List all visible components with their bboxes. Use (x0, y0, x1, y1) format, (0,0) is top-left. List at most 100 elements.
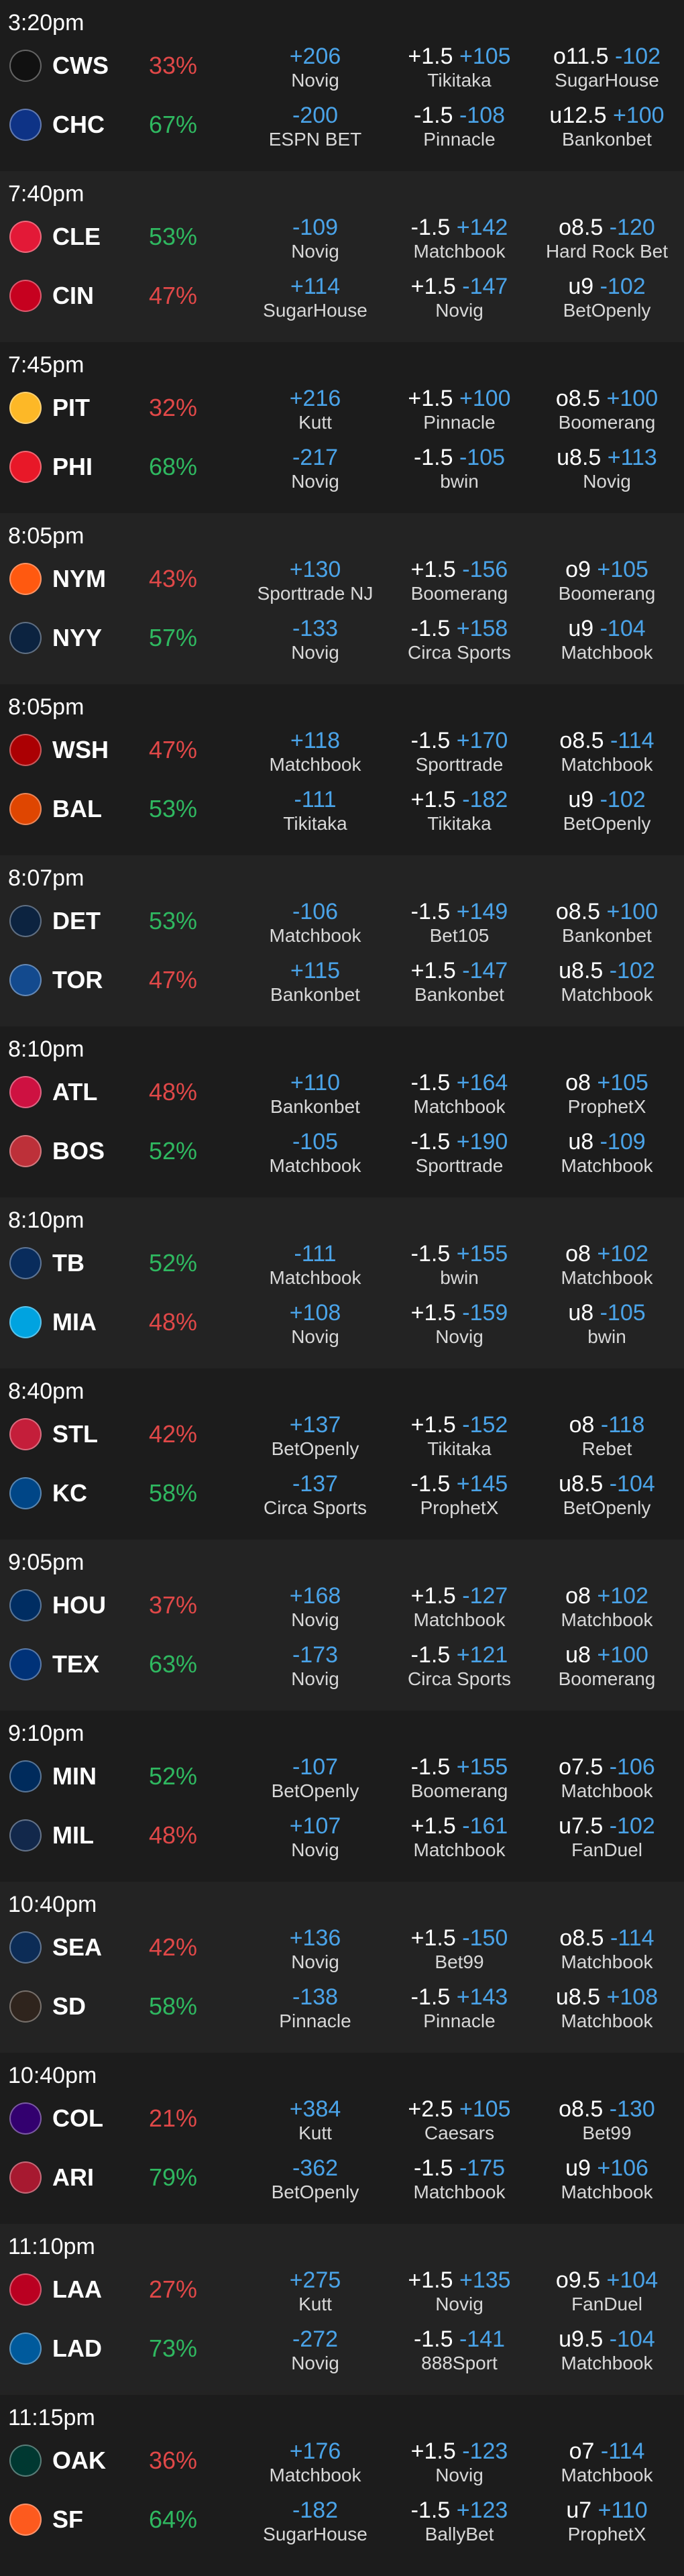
moneyline-cell[interactable]: +176 Matchbook (248, 2438, 382, 2486)
total-cell[interactable]: u9 +106 Matchbook (536, 2155, 677, 2203)
total-cell[interactable]: o7 -114 Matchbook (536, 2438, 677, 2486)
runline-cell[interactable]: +1.5 +100 Pinnacle (389, 385, 530, 433)
moneyline-cell[interactable]: +206 Novig (248, 43, 382, 91)
away-team-row[interactable]: STL 42% +137 BetOpenly +1.5 -152 Tikitak… (0, 1405, 684, 1464)
runline-cell[interactable]: +1.5 -152 Tikitaka (389, 1411, 530, 1460)
away-team-row[interactable]: DET 53% -106 Matchbook -1.5 +149 Bet105 … (0, 892, 684, 951)
home-team-row[interactable]: TEX 63% -173 Novig -1.5 +121 Circa Sport… (0, 1635, 684, 1694)
moneyline-cell[interactable]: +130 Sporttrade NJ (248, 556, 382, 604)
moneyline-cell[interactable]: +110 Bankonbet (248, 1069, 382, 1118)
home-team-row[interactable]: BAL 53% -111 Tikitaka +1.5 -182 Tikitaka… (0, 780, 684, 839)
away-team-row[interactable]: COL 21% +384 Kutt +2.5 +105 Caesars o8.5… (0, 2089, 684, 2148)
moneyline-cell[interactable]: -109 Novig (248, 214, 382, 262)
runline-cell[interactable]: -1.5 +164 Matchbook (389, 1069, 530, 1118)
total-cell[interactable]: u9 -104 Matchbook (536, 615, 677, 663)
home-team-row[interactable]: CIN 47% +114 SugarHouse +1.5 -147 Novig … (0, 266, 684, 325)
away-team-row[interactable]: WSH 47% +118 Matchbook -1.5 +170 Sporttr… (0, 720, 684, 780)
moneyline-cell[interactable]: +275 Kutt (248, 2267, 382, 2315)
runline-cell[interactable]: +1.5 -147 Bankonbet (389, 957, 530, 1006)
runline-cell[interactable]: +1.5 +135 Novig (389, 2267, 530, 2315)
moneyline-cell[interactable]: +216 Kutt (248, 385, 382, 433)
runline-cell[interactable]: +1.5 -156 Boomerang (389, 556, 530, 604)
runline-cell[interactable]: +2.5 +105 Caesars (389, 2096, 530, 2144)
game-card[interactable]: 10:40pm SEA 42% +136 Novig +1.5 -150 Bet… (0, 1882, 684, 2053)
home-team-row[interactable]: CHC 67% -200 ESPN BET -1.5 -108 Pinnacle… (0, 95, 684, 154)
home-team-row[interactable]: SD 58% -138 Pinnacle -1.5 +143 Pinnacle … (0, 1977, 684, 2036)
away-team-row[interactable]: NYM 43% +130 Sporttrade NJ +1.5 -156 Boo… (0, 549, 684, 608)
total-cell[interactable]: u8.5 -102 Matchbook (536, 957, 677, 1006)
total-cell[interactable]: o8.5 -120 Hard Rock Bet (536, 214, 677, 262)
runline-cell[interactable]: +1.5 +105 Tikitaka (389, 43, 530, 91)
moneyline-cell[interactable]: +118 Matchbook (248, 727, 382, 775)
total-cell[interactable]: o9 +105 Boomerang (536, 556, 677, 604)
game-card[interactable]: 10:40pm COL 21% +384 Kutt +2.5 +105 Caes… (0, 2053, 684, 2224)
runline-cell[interactable]: +1.5 -123 Novig (389, 2438, 530, 2486)
total-cell[interactable]: u8.5 +113 Novig (536, 444, 677, 492)
game-card[interactable]: 8:40pm STL 42% +137 BetOpenly +1.5 -152 … (0, 1368, 684, 1540)
home-team-row[interactable]: KC 58% -137 Circa Sports -1.5 +145 Proph… (0, 1464, 684, 1523)
away-team-row[interactable]: LAA 27% +275 Kutt +1.5 +135 Novig o9.5 +… (0, 2260, 684, 2319)
away-team-row[interactable]: MIN 52% -107 BetOpenly -1.5 +155 Boomera… (0, 1747, 684, 1806)
home-team-row[interactable]: PHI 68% -217 Novig -1.5 -105 bwin u8.5 +… (0, 437, 684, 496)
runline-cell[interactable]: -1.5 +190 Sporttrade (389, 1128, 530, 1177)
game-card[interactable]: 8:05pm WSH 47% +118 Matchbook -1.5 +170 … (0, 684, 684, 855)
runline-cell[interactable]: +1.5 -150 Bet99 (389, 1925, 530, 1973)
total-cell[interactable]: o11.5 -102 SugarHouse (536, 43, 677, 91)
total-cell[interactable]: u8.5 -104 BetOpenly (536, 1470, 677, 1519)
away-team-row[interactable]: CWS 33% +206 Novig +1.5 +105 Tikitaka o1… (0, 36, 684, 95)
total-cell[interactable]: o8 +102 Matchbook (536, 1240, 677, 1289)
moneyline-cell[interactable]: -106 Matchbook (248, 898, 382, 947)
game-card[interactable]: 8:10pm ATL 48% +110 Bankonbet -1.5 +164 … (0, 1026, 684, 1197)
away-team-row[interactable]: OAK 36% +176 Matchbook +1.5 -123 Novig o… (0, 2431, 684, 2490)
runline-cell[interactable]: -1.5 -141 888Sport (389, 2326, 530, 2374)
runline-cell[interactable]: -1.5 +143 Pinnacle (389, 1984, 530, 2032)
runline-cell[interactable]: -1.5 +158 Circa Sports (389, 615, 530, 663)
total-cell[interactable]: o8.5 -130 Bet99 (536, 2096, 677, 2144)
game-card[interactable]: 11:15pm OAK 36% +176 Matchbook +1.5 -123… (0, 2395, 684, 2566)
moneyline-cell[interactable]: +107 Novig (248, 1813, 382, 1861)
runline-cell[interactable]: +1.5 -161 Matchbook (389, 1813, 530, 1861)
moneyline-cell[interactable]: +115 Bankonbet (248, 957, 382, 1006)
total-cell[interactable]: u7.5 -102 FanDuel (536, 1813, 677, 1861)
runline-cell[interactable]: -1.5 +155 bwin (389, 1240, 530, 1289)
total-cell[interactable]: o8 +102 Matchbook (536, 1582, 677, 1631)
runline-cell[interactable]: -1.5 -108 Pinnacle (389, 102, 530, 150)
total-cell[interactable]: u8 -105 bwin (536, 1299, 677, 1348)
moneyline-cell[interactable]: +136 Novig (248, 1925, 382, 1973)
moneyline-cell[interactable]: +114 SugarHouse (248, 273, 382, 321)
moneyline-cell[interactable]: -200 ESPN BET (248, 102, 382, 150)
home-team-row[interactable]: ARI 79% -362 BetOpenly -1.5 -175 Matchbo… (0, 2148, 684, 2207)
total-cell[interactable]: u9 -102 BetOpenly (536, 273, 677, 321)
moneyline-cell[interactable]: -133 Novig (248, 615, 382, 663)
total-cell[interactable]: o8.5 -114 Matchbook (536, 1925, 677, 1973)
moneyline-cell[interactable]: +108 Novig (248, 1299, 382, 1348)
total-cell[interactable]: o9.5 +104 FanDuel (536, 2267, 677, 2315)
total-cell[interactable]: o8.5 -114 Matchbook (536, 727, 677, 775)
total-cell[interactable]: o8 +105 ProphetX (536, 1069, 677, 1118)
game-card[interactable]: 3:20pm CWS 33% +206 Novig +1.5 +105 Tiki… (0, 0, 684, 171)
away-team-row[interactable]: CLE 53% -109 Novig -1.5 +142 Matchbook o… (0, 207, 684, 266)
total-cell[interactable]: u8 +100 Boomerang (536, 1642, 677, 1690)
game-card[interactable]: 11:10pm LAA 27% +275 Kutt +1.5 +135 Novi… (0, 2224, 684, 2395)
game-card[interactable]: 9:10pm MIN 52% -107 BetOpenly -1.5 +155 … (0, 1711, 684, 1882)
runline-cell[interactable]: +1.5 -182 Tikitaka (389, 786, 530, 835)
away-team-row[interactable]: HOU 37% +168 Novig +1.5 -127 Matchbook o… (0, 1576, 684, 1635)
home-team-row[interactable]: TOR 47% +115 Bankonbet +1.5 -147 Bankonb… (0, 951, 684, 1010)
home-team-row[interactable]: BOS 52% -105 Matchbook -1.5 +190 Sporttr… (0, 1122, 684, 1181)
moneyline-cell[interactable]: -217 Novig (248, 444, 382, 492)
runline-cell[interactable]: -1.5 +142 Matchbook (389, 214, 530, 262)
game-card[interactable]: 7:45pm PIT 32% +216 Kutt +1.5 +100 Pinna… (0, 342, 684, 513)
total-cell[interactable]: u8 -109 Matchbook (536, 1128, 677, 1177)
moneyline-cell[interactable]: +137 BetOpenly (248, 1411, 382, 1460)
runline-cell[interactable]: +1.5 -127 Matchbook (389, 1582, 530, 1631)
moneyline-cell[interactable]: -111 Matchbook (248, 1240, 382, 1289)
home-team-row[interactable]: MIL 48% +107 Novig +1.5 -161 Matchbook u… (0, 1806, 684, 1865)
runline-cell[interactable]: -1.5 +149 Bet105 (389, 898, 530, 947)
runline-cell[interactable]: -1.5 -105 bwin (389, 444, 530, 492)
runline-cell[interactable]: -1.5 -175 Matchbook (389, 2155, 530, 2203)
moneyline-cell[interactable]: -137 Circa Sports (248, 1470, 382, 1519)
game-card[interactable]: 8:05pm NYM 43% +130 Sporttrade NJ +1.5 -… (0, 513, 684, 684)
game-card[interactable]: 8:07pm DET 53% -106 Matchbook -1.5 +149 … (0, 855, 684, 1026)
total-cell[interactable]: u8.5 +108 Matchbook (536, 1984, 677, 2032)
total-cell[interactable]: o7.5 -106 Matchbook (536, 1754, 677, 1802)
